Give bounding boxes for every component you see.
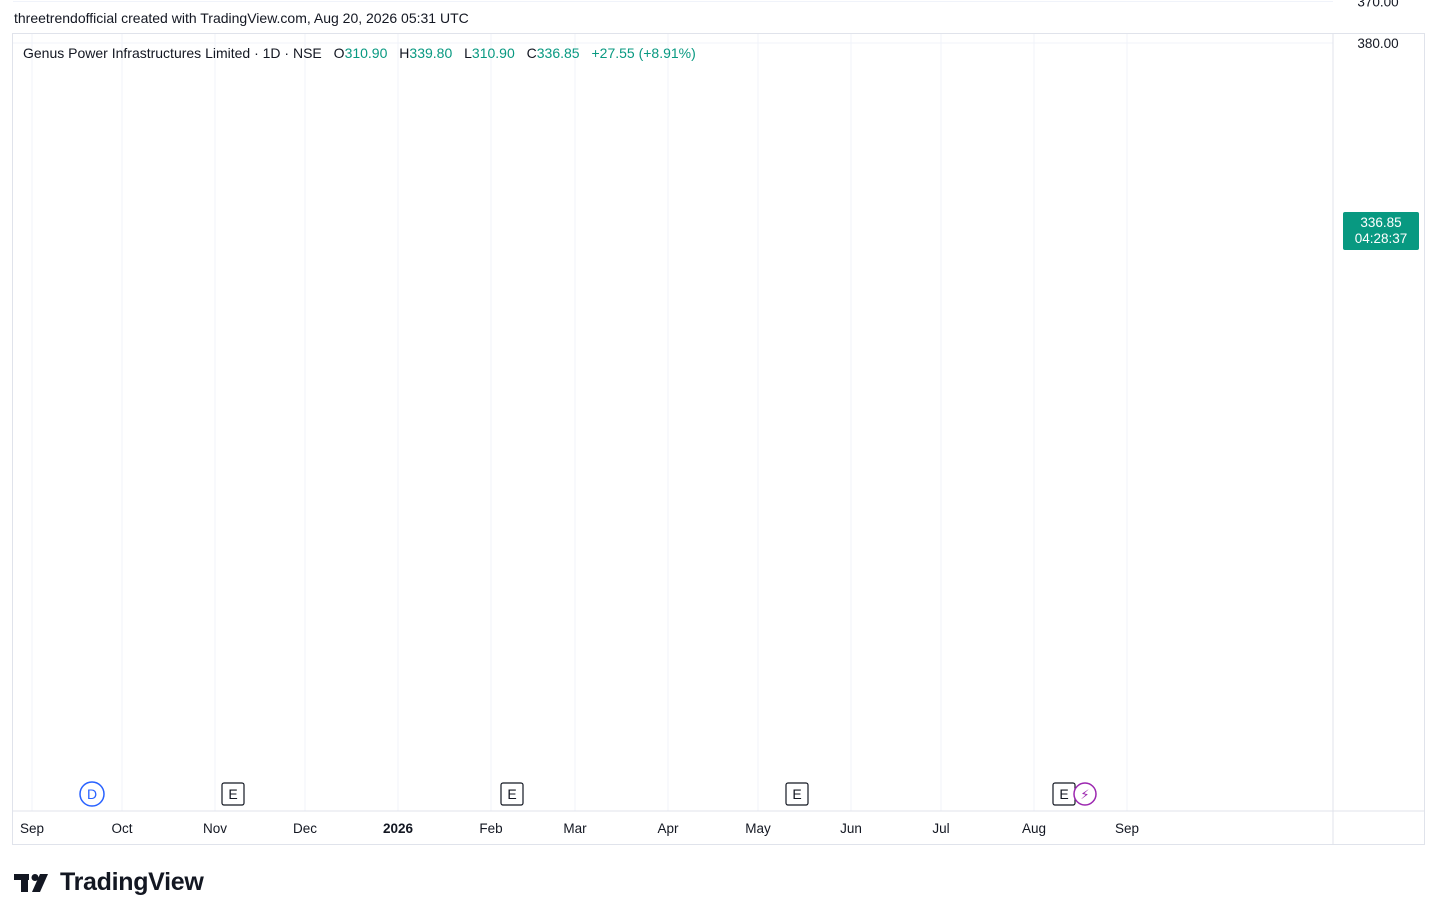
x-tick-label: Aug bbox=[1022, 821, 1046, 836]
high-value: 339.80 bbox=[409, 45, 453, 61]
x-tick-label: Oct bbox=[111, 821, 132, 836]
tradingview-logo[interactable]: TradingView bbox=[14, 868, 204, 897]
change-value: +27.55 (+8.91%) bbox=[591, 45, 696, 61]
split-label: ⚡ bbox=[1080, 788, 1089, 803]
dividend-marker bbox=[79, 781, 105, 807]
earnings-marker bbox=[221, 782, 245, 806]
x-tick-label: Mar bbox=[563, 821, 587, 836]
symbol-label: Genus Power Infrastructures Limited · 1D… bbox=[23, 45, 322, 61]
x-tick-label: Dec bbox=[293, 821, 317, 836]
tradingview-wordmark: TradingView bbox=[60, 868, 204, 896]
lightning-icon bbox=[1073, 782, 1097, 806]
earnings-label: E bbox=[792, 786, 801, 802]
earnings-marker bbox=[500, 782, 524, 806]
earnings-marker bbox=[785, 782, 809, 806]
x-tick-label: Sep bbox=[20, 821, 44, 836]
low-key: L bbox=[464, 45, 472, 61]
x-tick-label: Feb bbox=[479, 821, 502, 836]
open-key: O bbox=[333, 45, 345, 61]
chart-frame bbox=[12, 33, 1425, 845]
bar-countdown: 04:28:37 bbox=[1354, 231, 1408, 246]
high-key: H bbox=[399, 45, 410, 61]
earnings-label: E bbox=[228, 786, 237, 802]
low-value: 310.90 bbox=[471, 45, 515, 61]
y-tick-label: 370.00 bbox=[1357, 0, 1398, 10]
attribution-text: threetrendofficial created with TradingV… bbox=[14, 10, 469, 26]
dividend-label: D bbox=[87, 786, 97, 802]
x-tick-label: Nov bbox=[203, 821, 227, 836]
x-tick-label: Apr bbox=[657, 821, 679, 836]
last-price-tag: 336.85 04:28:37 bbox=[1343, 212, 1419, 250]
x-tick-label: May bbox=[745, 821, 771, 836]
close-key: C bbox=[526, 45, 537, 61]
y-tick-label: 380.00 bbox=[1357, 36, 1398, 51]
x-tick-label: Jun bbox=[840, 821, 862, 836]
last-price-value: 336.85 bbox=[1360, 215, 1402, 230]
open-value: 310.90 bbox=[344, 45, 388, 61]
tradingview-mark-icon bbox=[14, 873, 48, 892]
earnings-label: E bbox=[507, 786, 516, 802]
earnings-label: E bbox=[1059, 786, 1068, 802]
x-tick-label: 2026 bbox=[383, 821, 414, 836]
x-tick-label: Sep bbox=[1115, 821, 1139, 836]
x-tick-label: Jul bbox=[932, 821, 949, 836]
close-value: 336.85 bbox=[536, 45, 580, 61]
ohlc-legend: Genus Power Infrastructures Limited · 1D… bbox=[23, 45, 696, 61]
